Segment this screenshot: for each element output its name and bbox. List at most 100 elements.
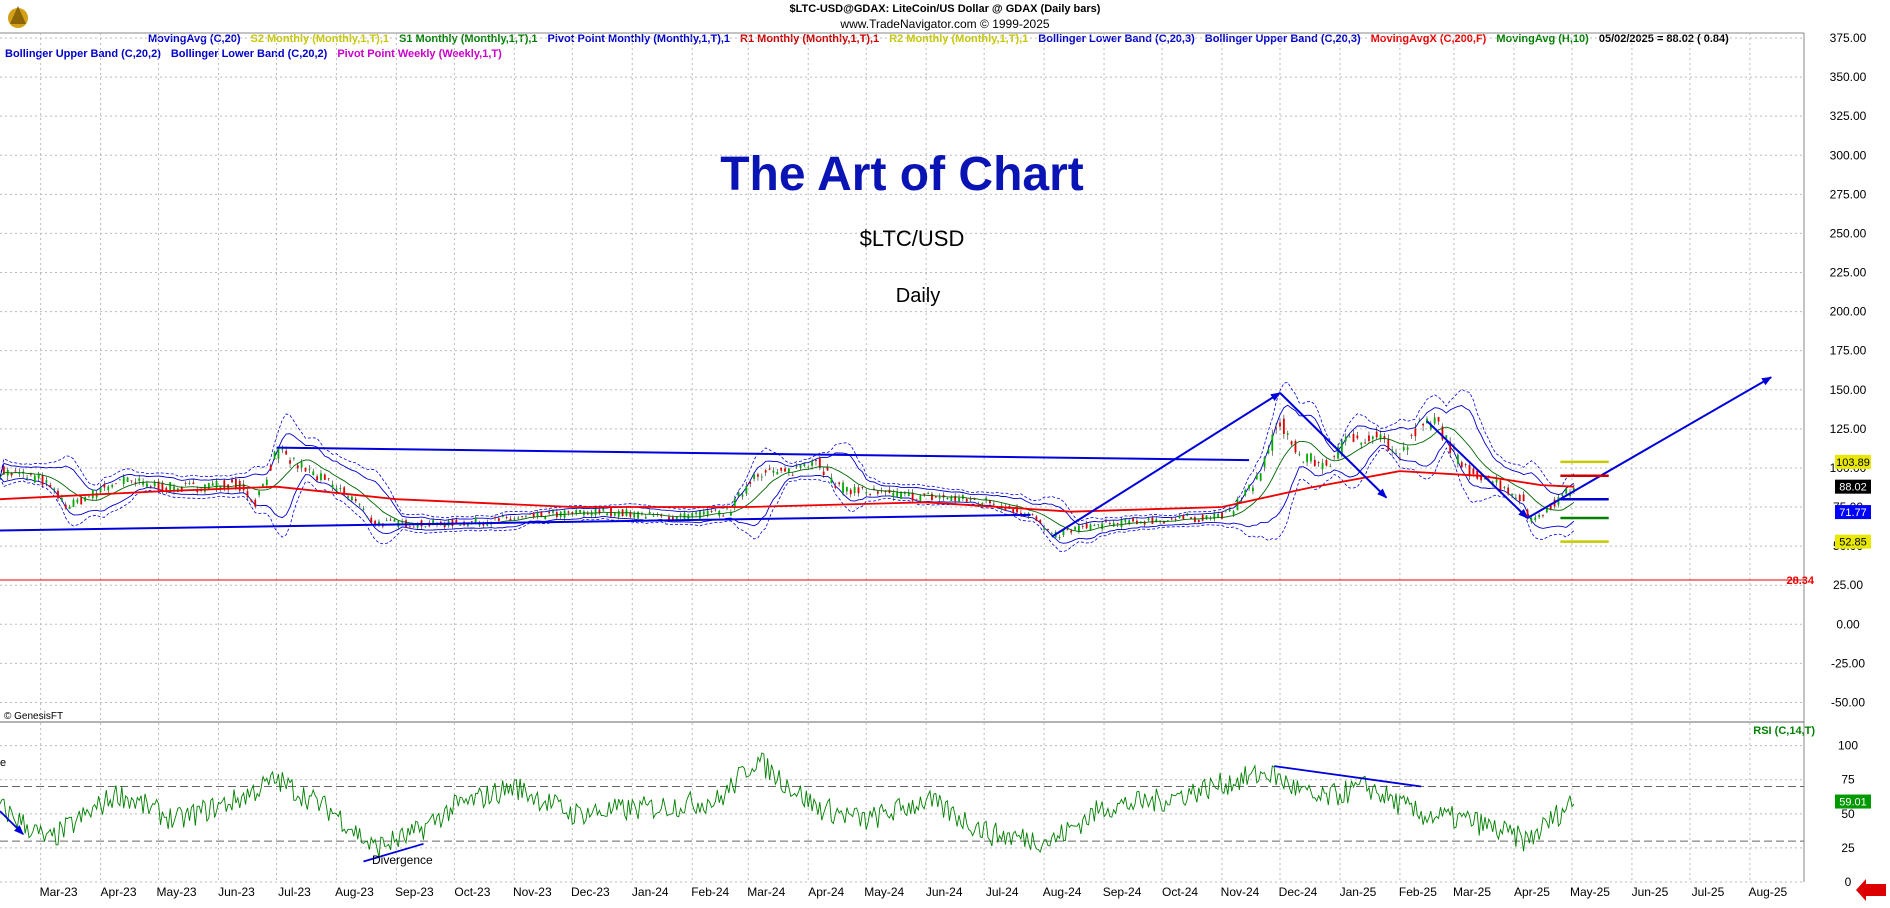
candle-body bbox=[815, 460, 817, 462]
rsi-last-bg bbox=[1835, 794, 1871, 809]
rsi-tick-label: 75 bbox=[1841, 773, 1855, 787]
candle-body bbox=[308, 469, 311, 470]
candle-body bbox=[1004, 507, 1007, 511]
x-tick-label: Apr-23 bbox=[101, 885, 137, 899]
candle-body bbox=[1410, 435, 1413, 436]
candle-body bbox=[1391, 449, 1394, 452]
candle-body bbox=[702, 511, 705, 515]
candle-body bbox=[691, 513, 694, 517]
candle-body bbox=[1170, 518, 1173, 520]
candle-body bbox=[1340, 440, 1343, 456]
candle-body bbox=[784, 468, 786, 472]
candle-body bbox=[1143, 521, 1146, 525]
candle-body bbox=[1294, 440, 1297, 453]
candle-body bbox=[1136, 520, 1138, 524]
rsi-tick-label: 100 bbox=[1838, 739, 1858, 753]
candle-body bbox=[501, 516, 504, 518]
candle-body bbox=[1108, 523, 1111, 524]
candle-body bbox=[1460, 462, 1463, 468]
candle-body bbox=[231, 479, 233, 483]
candle-body bbox=[745, 485, 748, 494]
candle-body bbox=[188, 482, 191, 484]
candle-body bbox=[521, 516, 523, 517]
x-tick-label: Jun-25 bbox=[1632, 885, 1669, 899]
candle-body bbox=[1499, 480, 1502, 491]
price-tick-label: 375.00 bbox=[1830, 31, 1867, 45]
rsi-label: RSI (C,14,T) bbox=[1753, 725, 1815, 737]
candle-body bbox=[594, 508, 597, 515]
candle-body bbox=[0, 477, 1, 478]
price-tick-label: 325.00 bbox=[1830, 109, 1867, 123]
candle-body bbox=[1511, 493, 1513, 496]
bollinger-upper-3 bbox=[0, 381, 1575, 522]
candle-body bbox=[374, 520, 377, 525]
candle-body bbox=[915, 498, 918, 500]
candle-body bbox=[633, 513, 636, 518]
candle-body bbox=[772, 470, 775, 473]
price-tick-label: 200.00 bbox=[1830, 305, 1867, 319]
price-tick-label: 300.00 bbox=[1830, 148, 1867, 162]
x-tick-label: Oct-24 bbox=[1162, 885, 1198, 899]
candle-body bbox=[780, 467, 783, 471]
price-tick-label: 0.00 bbox=[1836, 617, 1860, 631]
candle-body bbox=[1089, 524, 1092, 531]
candle-body bbox=[1282, 418, 1285, 435]
candle-body bbox=[923, 493, 926, 496]
candle-body bbox=[99, 487, 102, 493]
x-tick-label: Sep-23 bbox=[395, 885, 434, 899]
price-label-bg bbox=[1835, 454, 1871, 469]
candle-body bbox=[389, 519, 392, 521]
moving-avg-200 bbox=[0, 470, 1574, 513]
candle-body bbox=[234, 478, 237, 489]
candle-body bbox=[1356, 435, 1359, 439]
candle-body bbox=[1085, 523, 1088, 529]
candle-body bbox=[153, 482, 156, 487]
trendline bbox=[0, 513, 1031, 532]
candle-body bbox=[273, 451, 276, 459]
rsi-panel: 0 25 50 75 100 bbox=[0, 739, 1858, 889]
candle-body bbox=[331, 484, 334, 489]
credit-text: © GenesisFT bbox=[4, 711, 63, 722]
candle-body bbox=[826, 467, 829, 471]
price-tick-label: -25.00 bbox=[1831, 656, 1865, 670]
candle-body bbox=[1058, 537, 1061, 539]
candle-body bbox=[540, 511, 543, 518]
price-tick-label: 350.00 bbox=[1830, 70, 1867, 84]
price-label: 52.85 bbox=[1839, 537, 1867, 549]
candle-body bbox=[1422, 423, 1424, 426]
candle-body bbox=[1201, 514, 1204, 521]
candle-body bbox=[1561, 494, 1564, 496]
legend-item-2-0: Bollinger Upper Band (C,20,2) bbox=[5, 48, 161, 60]
candle-body bbox=[250, 499, 253, 502]
candle-body bbox=[207, 483, 210, 489]
candle-body bbox=[1097, 524, 1100, 525]
candle-body bbox=[1124, 518, 1127, 522]
candle-body bbox=[509, 518, 512, 521]
candle-body bbox=[1031, 514, 1034, 515]
candle-body bbox=[10, 472, 13, 476]
candle-body bbox=[323, 474, 326, 480]
candle-body bbox=[1337, 446, 1339, 459]
candle-body bbox=[351, 496, 353, 501]
candle-body bbox=[1344, 436, 1347, 442]
candle-body bbox=[668, 516, 670, 521]
candle-body bbox=[1368, 435, 1370, 441]
legend-item-1-6: Bollinger Lower Band (C,20,3) bbox=[1038, 33, 1195, 45]
candle-body bbox=[753, 474, 755, 479]
candle-body bbox=[1228, 509, 1231, 512]
legend-row-1: MovingAvg (C,20) S2 Monthly (Monthly,1,T)… bbox=[148, 33, 1729, 45]
candle-body bbox=[149, 486, 152, 488]
candle-body bbox=[161, 482, 164, 492]
rsi-trendline bbox=[0, 810, 24, 835]
legend-item-1-9: MovingAvg (H,10) bbox=[1496, 33, 1589, 45]
candle-body bbox=[1205, 515, 1208, 520]
legend-item-1-10: 05/02/2025 = 88.02 ( 0.84) bbox=[1599, 33, 1729, 45]
candle-body bbox=[931, 493, 933, 501]
candle-body bbox=[142, 481, 144, 485]
candle-body bbox=[1163, 521, 1165, 524]
candle-body bbox=[733, 498, 736, 509]
scroll-left-arrow-icon[interactable] bbox=[1856, 879, 1886, 901]
candle-body bbox=[1197, 519, 1200, 522]
candle-body bbox=[1132, 518, 1134, 522]
candle-body bbox=[536, 512, 539, 517]
